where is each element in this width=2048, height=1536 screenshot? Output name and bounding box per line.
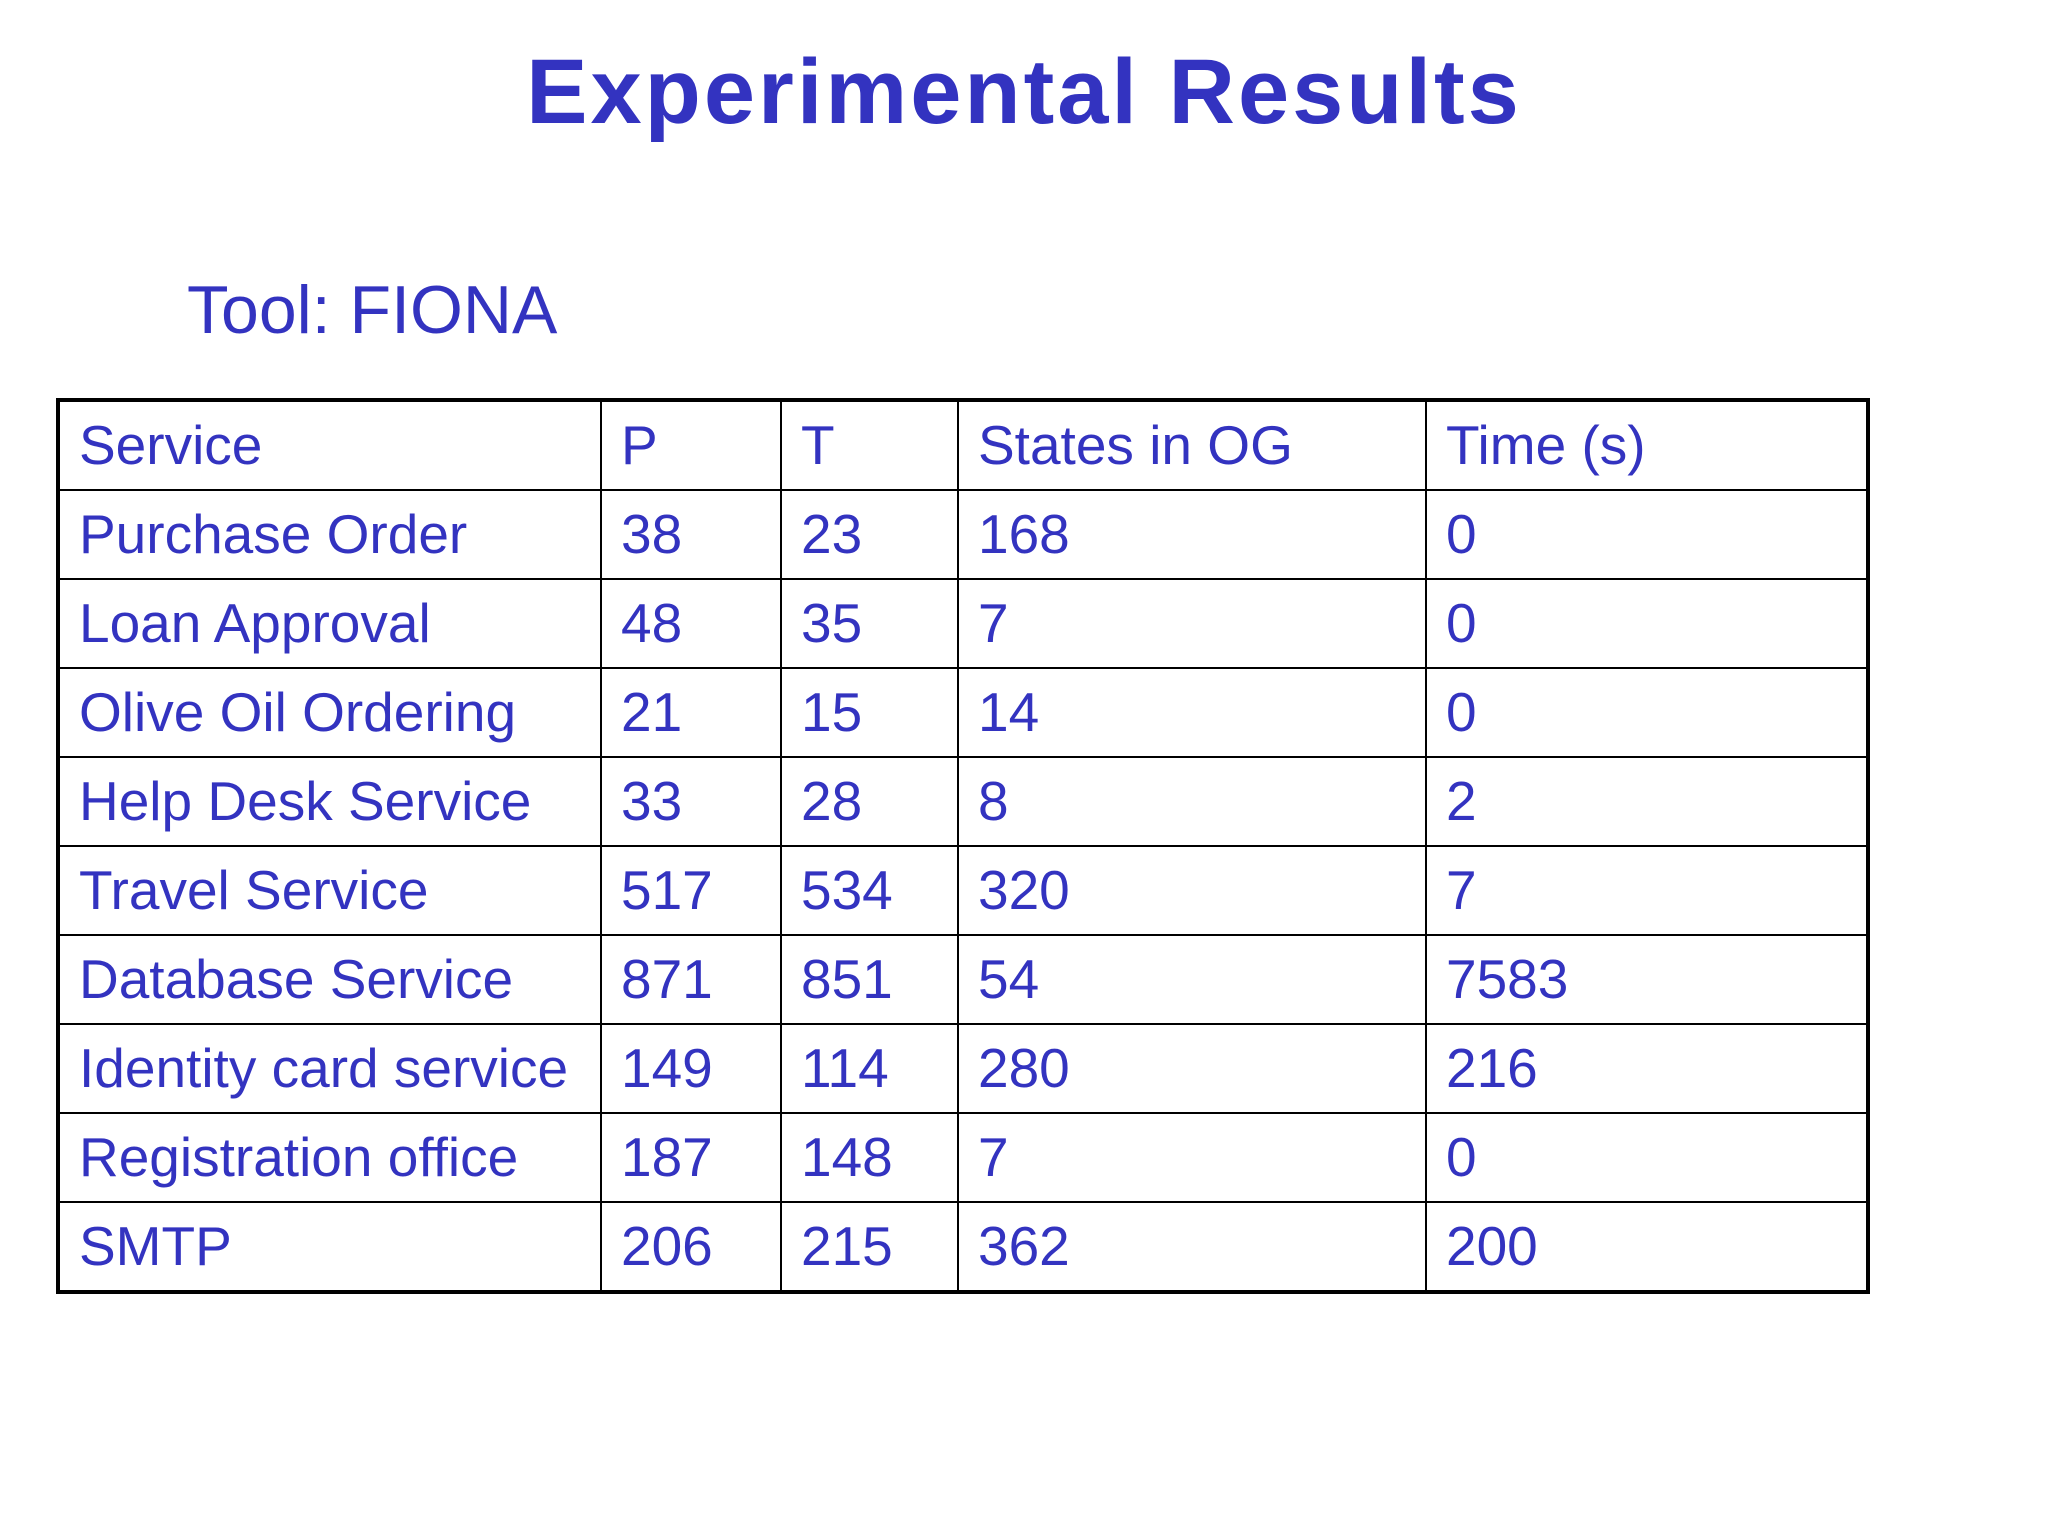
cell-states: 320	[957, 845, 1427, 936]
cell-p: 33	[600, 756, 782, 847]
cell-states: 14	[957, 667, 1427, 758]
cell-time: 0	[1425, 578, 1869, 669]
cell-t: 23	[780, 489, 959, 580]
cell-t: 215	[780, 1201, 959, 1293]
table-row: Olive Oil Ordering 21 15 14 0	[57, 667, 1869, 758]
cell-time: 7583	[1425, 934, 1869, 1025]
header-states-in-og: States in OG	[957, 399, 1427, 491]
cell-time: 0	[1425, 489, 1869, 580]
cell-service: Help Desk Service	[57, 756, 602, 847]
cell-time: 0	[1425, 667, 1869, 758]
cell-t: 148	[780, 1112, 959, 1203]
cell-p: 21	[600, 667, 782, 758]
cell-t: 114	[780, 1023, 959, 1114]
cell-states: 7	[957, 578, 1427, 669]
cell-service: Loan Approval	[57, 578, 602, 669]
cell-time: 7	[1425, 845, 1869, 936]
cell-service: Identity card service	[57, 1023, 602, 1114]
cell-service: Registration office	[57, 1112, 602, 1203]
header-p: P	[600, 399, 782, 491]
header-t: T	[780, 399, 959, 491]
cell-service: SMTP	[57, 1201, 602, 1293]
table-row: Registration office 187 148 7 0	[57, 1112, 1869, 1203]
cell-states: 7	[957, 1112, 1427, 1203]
cell-service: Olive Oil Ordering	[57, 667, 602, 758]
table-row: SMTP 206 215 362 200	[57, 1201, 1869, 1293]
cell-t: 851	[780, 934, 959, 1025]
table-row: Travel Service 517 534 320 7	[57, 845, 1869, 936]
tool-subtitle: Tool: FIONA	[187, 272, 558, 348]
table-row: Loan Approval 48 35 7 0	[57, 578, 1869, 669]
cell-time: 0	[1425, 1112, 1869, 1203]
header-service: Service	[57, 399, 602, 491]
table-header-row: Service P T States in OG Time (s)	[57, 399, 1869, 491]
cell-p: 871	[600, 934, 782, 1025]
cell-p: 187	[600, 1112, 782, 1203]
table-row: Database Service 871 851 54 7583	[57, 934, 1869, 1025]
cell-states: 280	[957, 1023, 1427, 1114]
cell-t: 534	[780, 845, 959, 936]
cell-p: 206	[600, 1201, 782, 1293]
cell-states: 168	[957, 489, 1427, 580]
cell-service: Purchase Order	[57, 489, 602, 580]
cell-states: 362	[957, 1201, 1427, 1293]
cell-t: 28	[780, 756, 959, 847]
cell-service: Travel Service	[57, 845, 602, 936]
cell-p: 48	[600, 578, 782, 669]
header-time: Time (s)	[1425, 399, 1869, 491]
cell-service: Database Service	[57, 934, 602, 1025]
table-row: Help Desk Service 33 28 8 2	[57, 756, 1869, 847]
cell-time: 2	[1425, 756, 1869, 847]
cell-p: 517	[600, 845, 782, 936]
cell-time: 200	[1425, 1201, 1869, 1293]
results-table: Service P T States in OG Time (s) Purcha…	[56, 398, 1870, 1294]
cell-t: 35	[780, 578, 959, 669]
cell-p: 38	[600, 489, 782, 580]
cell-time: 216	[1425, 1023, 1869, 1114]
cell-p: 149	[600, 1023, 782, 1114]
cell-states: 8	[957, 756, 1427, 847]
table-row: Identity card service 149 114 280 216	[57, 1023, 1869, 1114]
cell-t: 15	[780, 667, 959, 758]
table-row: Purchase Order 38 23 168 0	[57, 489, 1869, 580]
cell-states: 54	[957, 934, 1427, 1025]
slide-title: Experimental Results	[526, 41, 1522, 143]
